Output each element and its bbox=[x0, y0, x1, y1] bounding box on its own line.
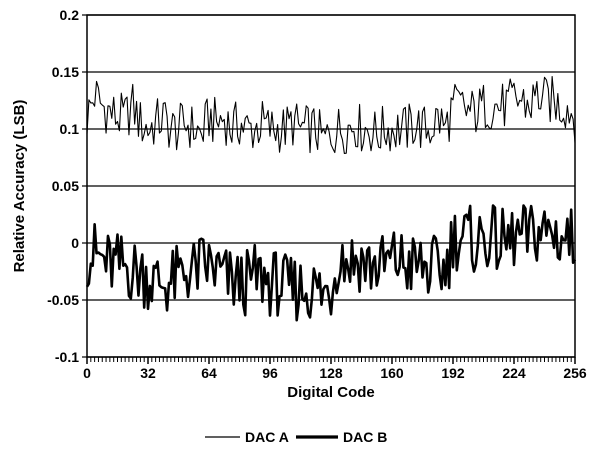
x-tick-label: 64 bbox=[201, 365, 217, 381]
x-axis-ticks: 0 32 64 96 128 160 192 224 256 bbox=[83, 357, 587, 381]
x-tick-label: 192 bbox=[441, 365, 465, 381]
x-tick-label: 160 bbox=[380, 365, 404, 381]
y-tick-label: 0.2 bbox=[60, 7, 80, 23]
y-tick-label: 0 bbox=[71, 235, 79, 251]
x-tick-label: 224 bbox=[502, 365, 526, 381]
legend-label-dac-b: DAC B bbox=[343, 429, 387, 445]
y-axis-title: Relative Accuracy (LSB) bbox=[11, 100, 28, 273]
y-tick-label: 0.1 bbox=[60, 121, 80, 137]
x-tick-label: 128 bbox=[319, 365, 343, 381]
x-tick-label: 32 bbox=[140, 365, 156, 381]
x-tick-label: 96 bbox=[262, 365, 278, 381]
x-tick-label: 256 bbox=[563, 365, 587, 381]
series-lines bbox=[85, 75, 577, 322]
series-line-dac-a bbox=[86, 75, 576, 155]
y-tick-label: 0.15 bbox=[52, 64, 79, 80]
x-tick-label: 0 bbox=[83, 365, 91, 381]
legend-label-dac-a: DAC A bbox=[245, 429, 289, 445]
x-axis-title: Digital Code bbox=[287, 384, 375, 401]
legend: DAC A DAC B bbox=[205, 429, 387, 445]
y-tick-label: -0.1 bbox=[55, 349, 79, 365]
y-axis-ticks: 0.2 0.15 0.1 0.05 0 -0.05 -0.1 bbox=[47, 7, 87, 365]
y-tick-label: 0.05 bbox=[52, 178, 79, 194]
series-line-dac-b bbox=[85, 204, 577, 322]
y-tick-label: -0.05 bbox=[47, 292, 79, 308]
